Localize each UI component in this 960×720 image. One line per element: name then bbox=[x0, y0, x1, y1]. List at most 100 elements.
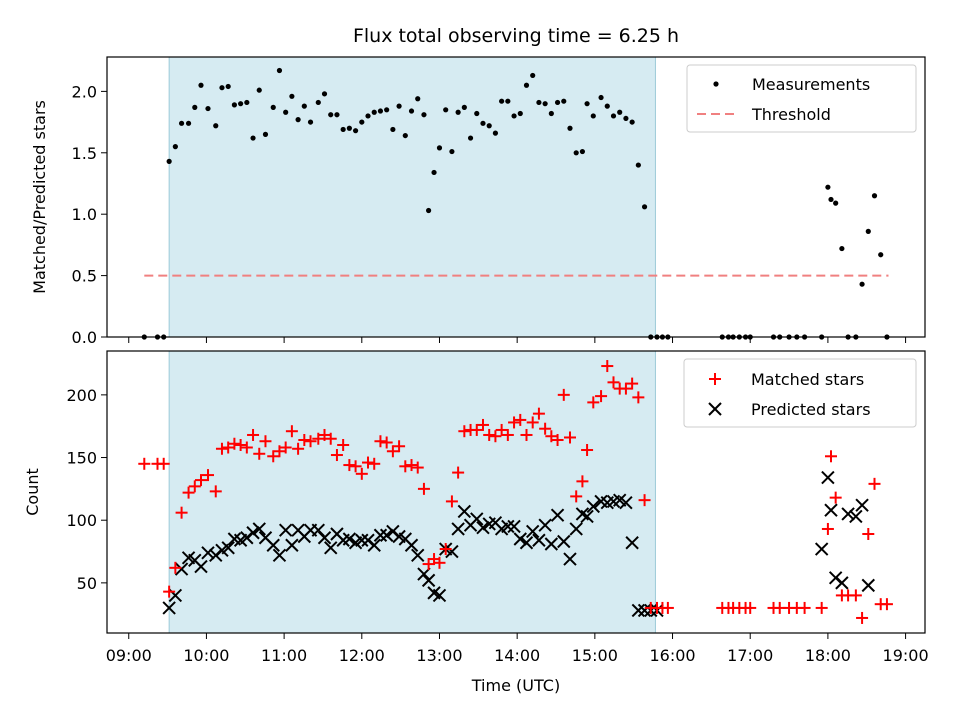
matched-stars-point bbox=[815, 601, 828, 614]
predicted-stars-point bbox=[367, 538, 381, 552]
matched-stars-point bbox=[587, 396, 600, 409]
matched-stars-point bbox=[267, 450, 280, 463]
measurement-point bbox=[598, 94, 604, 101]
measurement-point bbox=[289, 93, 295, 99]
matched-stars-point bbox=[337, 439, 350, 451]
measurement-point bbox=[256, 87, 262, 93]
matched-stars-point bbox=[849, 589, 862, 602]
matched-stars-point bbox=[557, 388, 570, 401]
matched-stars-point bbox=[222, 441, 235, 454]
measurement-point bbox=[377, 108, 384, 114]
measurement-point bbox=[878, 252, 884, 258]
predicted-stars-point bbox=[445, 544, 459, 559]
matched-stars-point bbox=[619, 382, 632, 395]
matched-stars-point bbox=[279, 441, 292, 454]
top-shaded-region bbox=[168, 56, 656, 338]
matched-stars-point bbox=[476, 418, 489, 431]
measurement-point bbox=[530, 72, 536, 79]
predicted-stars-point bbox=[625, 536, 639, 550]
measurement-point bbox=[467, 135, 474, 141]
y-tick-label: 100 bbox=[66, 511, 97, 530]
y-tick-label: 0.0 bbox=[72, 328, 97, 347]
matched-stars-point bbox=[380, 436, 393, 449]
predicted-stars-point bbox=[841, 507, 855, 521]
matched-stars-point bbox=[368, 457, 381, 470]
measurement-point bbox=[307, 119, 314, 125]
measurement-point bbox=[390, 126, 396, 133]
measurement-point bbox=[523, 82, 530, 88]
matched-stars-point bbox=[417, 482, 430, 495]
measurement-point bbox=[205, 105, 211, 112]
measurement-point bbox=[315, 99, 321, 106]
y-tick-label: 50 bbox=[77, 574, 97, 593]
measurement-point bbox=[396, 103, 402, 109]
chart-title: Flux total observing time = 6.25 h bbox=[353, 25, 679, 47]
measurement-point bbox=[474, 110, 480, 117]
matched-stars-point bbox=[312, 432, 325, 445]
predicted-stars-point bbox=[324, 541, 338, 555]
y-tick-label: 1.0 bbox=[72, 205, 97, 224]
matched-stars-point bbox=[188, 480, 201, 493]
predicted-stars-point bbox=[379, 528, 394, 542]
measurement-point bbox=[590, 113, 596, 119]
x-tick-label: 11:00 bbox=[261, 646, 307, 665]
bottom-predicted-markers bbox=[162, 470, 875, 618]
predicted-stars-point bbox=[532, 533, 546, 547]
measurement-point bbox=[584, 101, 590, 107]
measurement-point bbox=[492, 130, 499, 136]
measurement-point bbox=[276, 67, 283, 74]
measurement-point bbox=[270, 104, 276, 110]
matched-stars-point bbox=[632, 391, 645, 404]
measurement-point bbox=[408, 108, 415, 114]
matched-stars-point bbox=[247, 428, 260, 441]
measurement-point bbox=[172, 144, 178, 150]
measurement-point bbox=[301, 103, 307, 109]
predicted-stars-point bbox=[569, 522, 583, 536]
x-tick-label: 15:00 bbox=[572, 646, 618, 665]
predicted-stars-point bbox=[432, 588, 447, 603]
predicted-stars-point bbox=[317, 531, 332, 545]
measurement-point bbox=[244, 99, 250, 106]
measurement-point bbox=[573, 150, 579, 156]
matched-stars-point bbox=[285, 425, 298, 438]
measurement-point bbox=[185, 120, 192, 126]
legend-matched-marker bbox=[709, 373, 721, 385]
predicted-stars-point bbox=[586, 499, 601, 514]
measurement-point bbox=[415, 96, 421, 102]
matched-stars-point bbox=[273, 445, 286, 458]
measurement-point bbox=[295, 117, 301, 123]
bottom-matched-markers bbox=[138, 360, 893, 624]
bottom-y-ticks: 50 100 150 200 bbox=[66, 386, 107, 593]
matched-stars-point bbox=[470, 423, 483, 436]
measurement-point bbox=[384, 107, 390, 113]
matched-stars-point bbox=[362, 456, 375, 469]
matched-stars-point bbox=[862, 527, 875, 540]
matched-stars-point bbox=[439, 543, 452, 556]
predicted-stars-point bbox=[501, 519, 515, 534]
measurement-point bbox=[213, 123, 219, 129]
matched-stars-point bbox=[526, 416, 539, 429]
measurement-point bbox=[604, 103, 610, 109]
predicted-stars-point bbox=[411, 548, 425, 563]
top-panel: 0.00.51.01.52.0 Matched/Predicted stars … bbox=[30, 56, 926, 347]
y-tick-label: 0.5 bbox=[72, 267, 97, 286]
measurement-point bbox=[641, 204, 648, 210]
measurement-point bbox=[334, 112, 340, 118]
matched-stars-point bbox=[209, 485, 222, 498]
measurement-point bbox=[340, 126, 346, 133]
measurement-point bbox=[536, 99, 542, 106]
top-y-axis-label: Matched/Predicted stars bbox=[30, 100, 49, 294]
matched-stars-point bbox=[399, 460, 412, 473]
predicted-stars-point bbox=[278, 523, 293, 537]
matched-stars-point bbox=[298, 433, 311, 446]
matched-stars-point bbox=[532, 407, 545, 420]
predicted-stars-point bbox=[619, 495, 633, 510]
matched-stars-point bbox=[458, 425, 471, 438]
matched-stars-point bbox=[182, 486, 195, 499]
matched-stars-point bbox=[626, 377, 639, 390]
measurement-point bbox=[499, 98, 505, 104]
predicted-stars-point bbox=[421, 573, 436, 588]
bottom-legend-box bbox=[683, 358, 917, 428]
matched-stars-point bbox=[744, 601, 757, 614]
